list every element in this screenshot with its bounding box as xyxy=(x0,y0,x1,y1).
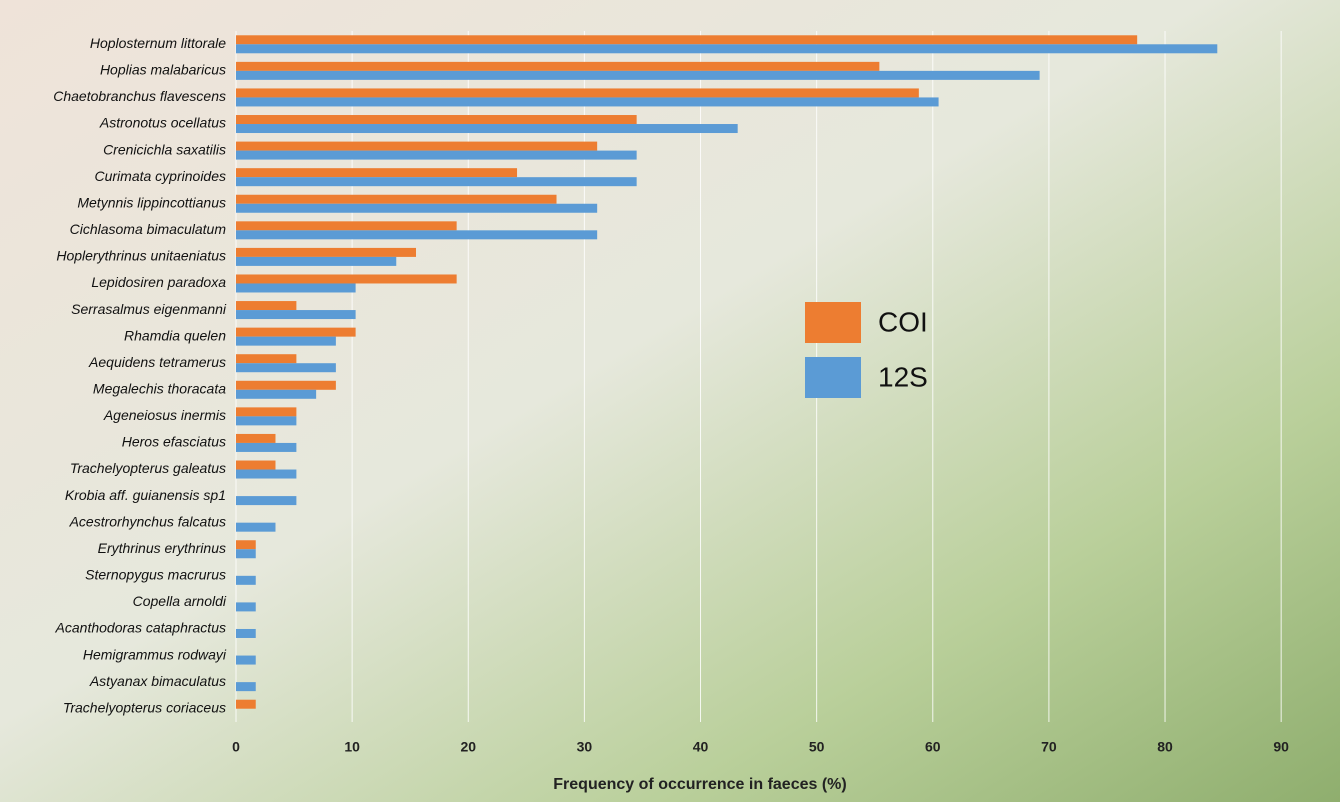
y-tick-label: Hemigrammus rodwayi xyxy=(83,646,227,662)
bar xyxy=(236,141,598,151)
y-tick-label: Acestrorhynchus falcatus xyxy=(69,513,226,529)
bar xyxy=(236,628,256,638)
bar xyxy=(236,354,297,364)
bar xyxy=(236,389,317,399)
x-tick-label: 90 xyxy=(1273,739,1289,755)
bar xyxy=(236,177,637,187)
legend-swatch xyxy=(805,302,861,343)
y-tick-label: Metynnis lippincottianus xyxy=(77,194,226,210)
bar xyxy=(236,336,336,346)
y-tick-label: Lepidosiren paradoxa xyxy=(91,274,226,290)
x-tick-label: 20 xyxy=(460,739,476,755)
y-tick-label: Hoplerythrinus unitaeniatus xyxy=(56,248,226,264)
legend-label: 12S xyxy=(878,361,928,392)
bar xyxy=(236,168,518,178)
bar xyxy=(236,203,598,213)
bar xyxy=(236,247,416,257)
x-tick-label: 70 xyxy=(1041,739,1057,755)
bar xyxy=(236,682,256,692)
bar xyxy=(236,88,919,98)
y-tick-label: Aequidens tetramerus xyxy=(88,354,226,370)
bar xyxy=(236,602,256,612)
bar xyxy=(236,407,297,417)
y-tick-label: Heros efasciatus xyxy=(122,434,226,450)
bar xyxy=(236,460,276,470)
y-tick-label: Ageneiosus inermis xyxy=(103,407,226,423)
y-tick-label: Serrasalmus eigenmanni xyxy=(71,301,227,317)
y-tick-label: Acanthodoras cataphractus xyxy=(55,620,226,636)
y-tick-label: Trachelyopterus galeatus xyxy=(70,460,226,476)
x-tick-label: 40 xyxy=(693,739,709,755)
bar xyxy=(236,283,356,293)
y-tick-label: Astyanax bimaculatus xyxy=(89,673,226,689)
bar xyxy=(236,469,297,479)
y-tick-label: Cichlasoma bimaculatum xyxy=(70,221,227,237)
y-tick-label: Hoplosternum littorale xyxy=(90,35,226,51)
x-tick-label: 30 xyxy=(577,739,593,755)
bar xyxy=(236,301,297,311)
bar xyxy=(236,310,356,320)
bar xyxy=(236,150,637,160)
bar xyxy=(236,61,880,71)
bar xyxy=(236,70,1040,80)
bar xyxy=(236,363,336,373)
bar xyxy=(236,655,256,665)
bar xyxy=(236,35,1138,45)
y-tick-label: Chaetobranchus flavescens xyxy=(53,88,226,104)
bar xyxy=(236,416,297,426)
bar xyxy=(236,230,598,240)
x-tick-label: 0 xyxy=(232,739,240,755)
legend-label: COI xyxy=(878,306,928,337)
bar xyxy=(236,442,297,452)
bar xyxy=(236,194,557,204)
x-tick-label: 60 xyxy=(925,739,941,755)
x-tick-label: 50 xyxy=(809,739,825,755)
y-tick-label: Curimata cyprinoides xyxy=(95,168,227,184)
y-tick-label: Trachelyopterus coriaceus xyxy=(63,699,226,715)
x-tick-label: 80 xyxy=(1157,739,1173,755)
y-tick-label: Astronotus ocellatus xyxy=(99,115,226,131)
y-tick-label: Megalechis thoracata xyxy=(93,380,226,396)
y-tick-label: Erythrinus erythrinus xyxy=(98,540,226,556)
y-tick-label: Rhamdia quelen xyxy=(124,327,226,343)
bar xyxy=(236,699,256,709)
y-tick-label: Crenicichla saxatilis xyxy=(103,141,226,157)
y-tick-label: Hoplias malabaricus xyxy=(100,62,226,78)
bar xyxy=(236,540,256,550)
y-tick-label: Sternopygus macrurus xyxy=(85,567,226,583)
y-tick-label: Copella arnoldi xyxy=(133,593,227,609)
bar xyxy=(236,575,256,585)
bar xyxy=(236,496,297,506)
bar xyxy=(236,522,276,532)
bar xyxy=(236,97,939,107)
bar xyxy=(236,124,738,134)
bar xyxy=(236,327,356,337)
bar xyxy=(236,115,637,125)
x-tick-label: 10 xyxy=(344,739,360,755)
bar xyxy=(236,549,256,559)
y-tick-label: Krobia aff. guianensis sp1 xyxy=(65,487,226,503)
bar xyxy=(236,256,397,266)
bar xyxy=(236,433,276,443)
bar xyxy=(236,221,457,231)
bar xyxy=(236,274,457,284)
bar xyxy=(236,380,336,390)
legend-swatch xyxy=(805,357,861,398)
x-axis-title: Frequency of occurrence in faeces (%) xyxy=(553,776,846,793)
bar xyxy=(236,44,1218,54)
